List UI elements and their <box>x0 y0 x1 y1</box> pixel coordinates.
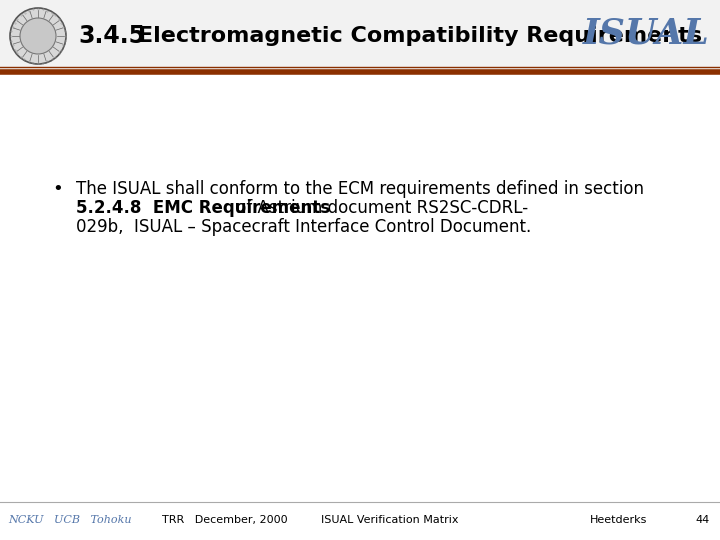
Text: 44: 44 <box>696 515 710 525</box>
Text: The ISUAL shall conform to the ECM requirements defined in section: The ISUAL shall conform to the ECM requi… <box>76 180 644 198</box>
Circle shape <box>10 8 66 64</box>
Text: ISUAL Verification Matrix: ISUAL Verification Matrix <box>321 515 459 525</box>
Text: Heetderks: Heetderks <box>590 515 647 525</box>
Text: 029b,  ISUAL – Spacecraft Interface Control Document.: 029b, ISUAL – Spacecraft Interface Contr… <box>76 218 531 236</box>
Circle shape <box>20 18 56 54</box>
Text: Electromagnetic Compatibility Requirements: Electromagnetic Compatibility Requiremen… <box>138 26 702 46</box>
Bar <box>0 0 720 72</box>
Text: 3.4.5: 3.4.5 <box>78 24 145 48</box>
Text: NCKU   UCB   Tohoku: NCKU UCB Tohoku <box>8 515 132 525</box>
Text: •: • <box>53 180 63 198</box>
Text: 5.2.4.8  EMC Requirements: 5.2.4.8 EMC Requirements <box>76 199 330 217</box>
Text: TRR   December, 2000: TRR December, 2000 <box>162 515 287 525</box>
Text: ISUAL: ISUAL <box>583 17 710 51</box>
Text: of Astrium document RS2SC-CDRL-: of Astrium document RS2SC-CDRL- <box>231 199 528 217</box>
